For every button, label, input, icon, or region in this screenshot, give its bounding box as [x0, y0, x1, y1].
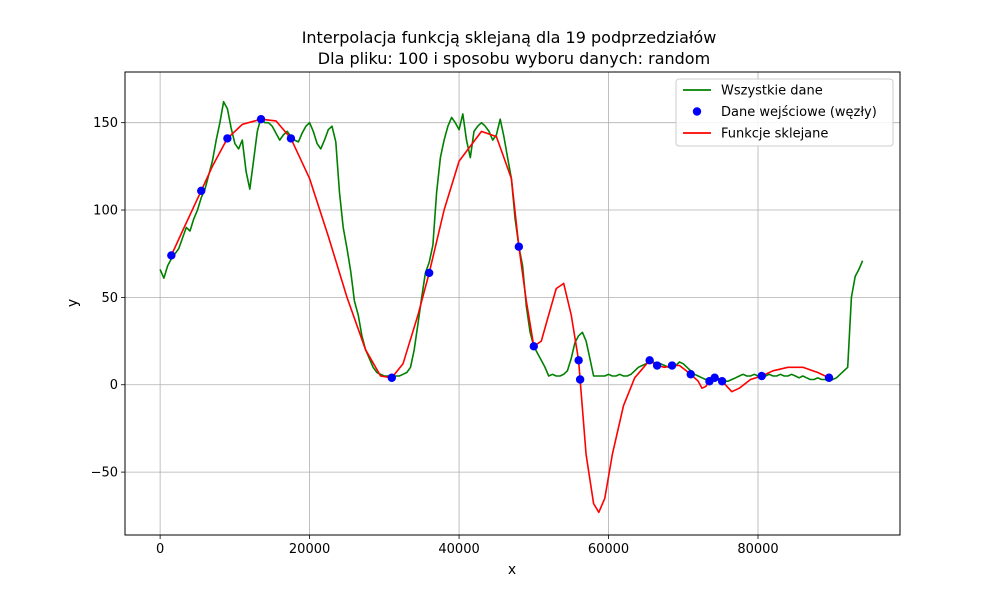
node-point	[710, 373, 719, 382]
x-tick-label: 20000	[289, 542, 330, 557]
node-point	[574, 356, 583, 365]
legend: Wszystkie dane Dane wejściowe (węzły) Funk…	[675, 78, 894, 147]
y-tick-label: 100	[93, 204, 118, 219]
x-tick-label: 60000	[588, 542, 629, 557]
node-point	[645, 356, 654, 365]
node-point	[686, 370, 695, 379]
y-axis-label: y	[65, 299, 81, 307]
x-tick-label: 40000	[438, 542, 479, 557]
legend-label: Dane wejściowe (węzły)	[721, 105, 877, 120]
x-tick-label: 80000	[737, 542, 778, 557]
node-point	[514, 242, 524, 251]
node-point	[757, 371, 766, 381]
chart-subtitle: Dla pliku: 100 i sposobu wyboru danych: …	[318, 49, 710, 68]
x-tick-label: 0	[156, 542, 164, 557]
node-point	[575, 375, 585, 384]
node-point	[652, 361, 662, 370]
node-point	[223, 134, 232, 143]
plot-area	[159, 100, 864, 514]
x-axis-label: x	[508, 562, 516, 578]
series-line-funkcje-sklejane	[170, 118, 830, 514]
legend-label: Wszystkie dane	[721, 84, 823, 99]
legend-label: Funkcje sklejane	[721, 127, 828, 142]
node-point	[717, 377, 727, 386]
node-point	[256, 114, 266, 124]
y-tick-label: −50	[91, 466, 118, 481]
legend-box	[675, 78, 894, 147]
node-point	[824, 373, 834, 382]
y-tick-label: 50	[101, 291, 118, 306]
node-point	[286, 134, 296, 143]
legend-swatch	[692, 107, 702, 116]
y-tick-label: 150	[93, 116, 118, 131]
y-tick-label: 0	[110, 378, 118, 393]
chart-title: Interpolacja funkcją sklejaną dla 19 pod…	[302, 28, 717, 47]
node-point	[529, 342, 538, 351]
plot-frame	[124, 71, 901, 536]
node-point	[667, 361, 677, 370]
node-point	[387, 373, 397, 382]
ticks: 0 20000 40000 60000 80000 −50 0 50 100 150	[91, 116, 779, 557]
node-point	[424, 268, 434, 278]
node-point	[197, 186, 206, 196]
node-point	[167, 251, 176, 260]
